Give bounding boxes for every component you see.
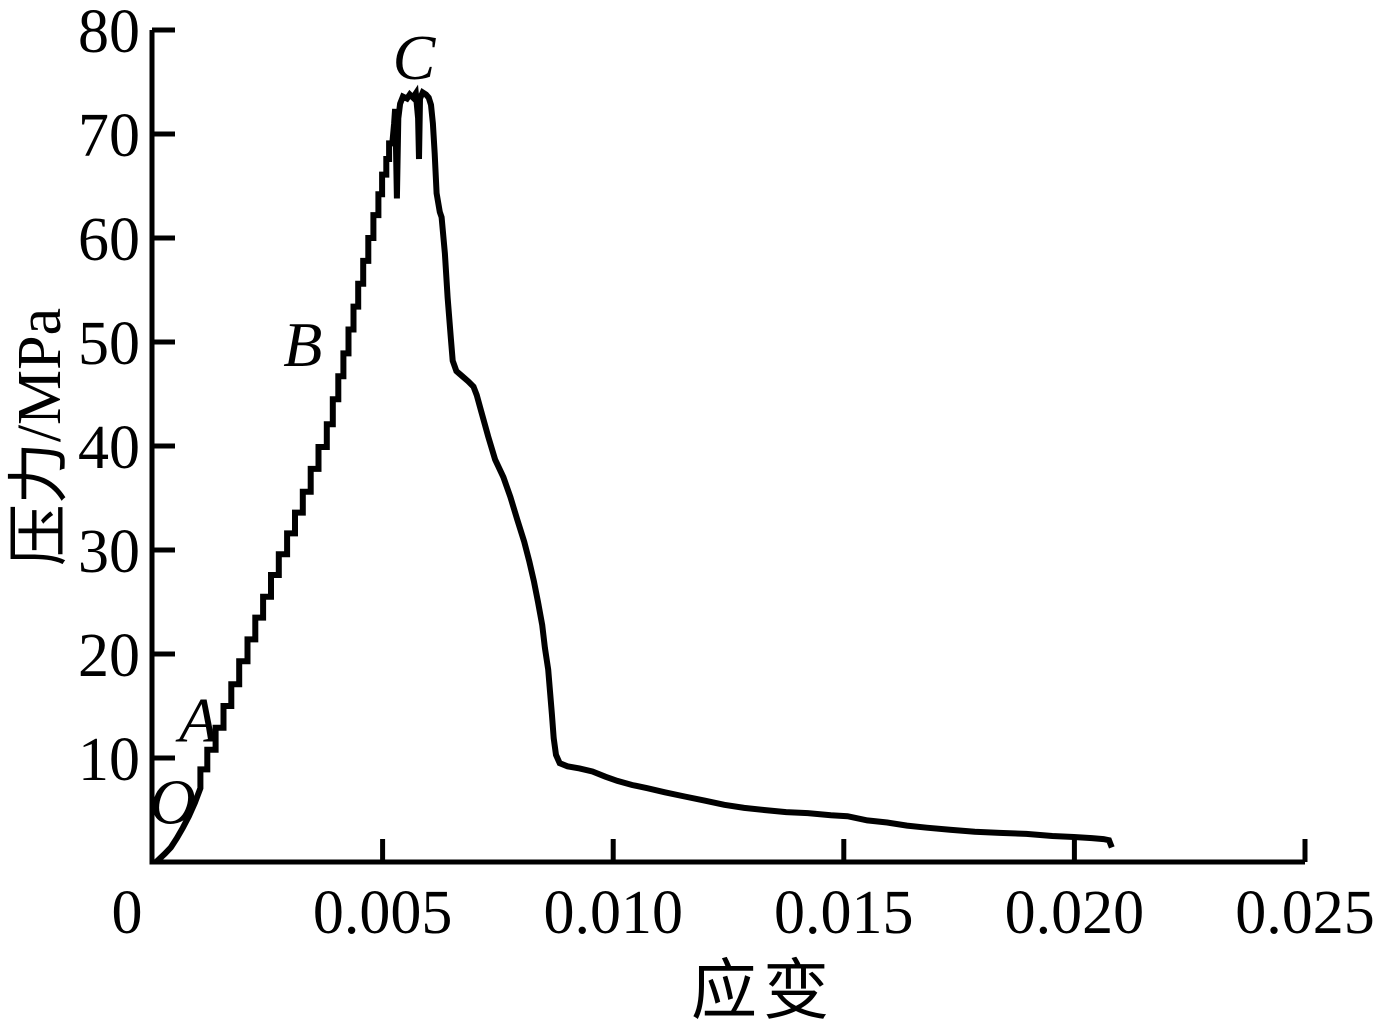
axes-lines (149, 30, 1305, 865)
x-tick-label: 0.010 (543, 879, 683, 947)
annotation-C: C (393, 22, 437, 93)
x-tick-label: 0 (112, 879, 143, 947)
y-axis-title: 压力/MPa (6, 307, 74, 567)
x-tick-label: 0.025 (1235, 879, 1375, 947)
y-tick-label: 10 (78, 726, 140, 794)
y-tick-label: 50 (78, 310, 140, 378)
annotation-O: O (150, 767, 196, 838)
annotation-A: A (175, 685, 219, 756)
x-tick-label: 0.015 (774, 879, 914, 947)
stress-strain-curve (154, 84, 1115, 864)
y-tick-label: 30 (78, 518, 140, 586)
annotation-B: B (283, 309, 322, 380)
x-tick-label: 0.020 (1005, 879, 1145, 947)
x-axis-title: 应变 (691, 955, 835, 1020)
y-tick-label: 20 (78, 622, 140, 690)
x-tick-label: 0.005 (313, 879, 453, 947)
y-tick-label: 40 (78, 414, 140, 482)
y-tick-label: 70 (78, 102, 140, 170)
y-tick-label: 60 (78, 206, 140, 274)
y-tick-label: 80 (78, 0, 140, 66)
